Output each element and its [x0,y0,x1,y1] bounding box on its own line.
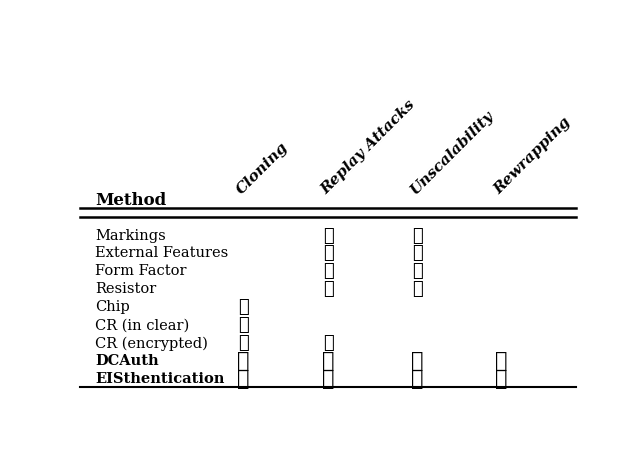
Text: ✓: ✓ [238,298,249,316]
Text: CR (encrypted): CR (encrypted) [95,336,208,350]
Text: ✓: ✓ [411,350,424,371]
Text: ✓: ✓ [412,244,422,262]
Text: Replay Attacks: Replay Attacks [318,97,418,197]
Text: DCAuth: DCAuth [95,354,159,368]
Text: Chip: Chip [95,300,130,314]
Text: ✓: ✓ [323,280,333,298]
Text: Rewrapping: Rewrapping [492,115,574,197]
Text: Resistor: Resistor [95,282,156,296]
Text: ✓: ✓ [411,368,424,388]
Text: ✓: ✓ [495,368,508,388]
Text: EISthentication: EISthentication [95,372,224,386]
Text: ✓: ✓ [238,334,249,352]
Text: ✓: ✓ [237,368,250,388]
Text: ✓: ✓ [323,262,333,280]
Text: External Features: External Features [95,246,228,260]
Text: Markings: Markings [95,228,166,242]
Text: Method: Method [95,192,166,208]
Text: ✓: ✓ [237,350,250,371]
Text: ✓: ✓ [495,350,508,371]
Text: ✓: ✓ [322,368,334,388]
Text: ✓: ✓ [323,334,333,352]
Text: Form Factor: Form Factor [95,264,186,278]
Text: ✓: ✓ [412,280,422,298]
Text: ✓: ✓ [412,262,422,280]
Text: ✓: ✓ [238,316,249,334]
Text: Cloning: Cloning [234,140,291,197]
Text: ✓: ✓ [322,350,334,371]
Text: ✓: ✓ [412,226,422,244]
Text: Unscalability: Unscalability [408,108,496,197]
Text: ✓: ✓ [323,226,333,244]
Text: ✓: ✓ [323,244,333,262]
Text: CR (in clear): CR (in clear) [95,318,189,331]
